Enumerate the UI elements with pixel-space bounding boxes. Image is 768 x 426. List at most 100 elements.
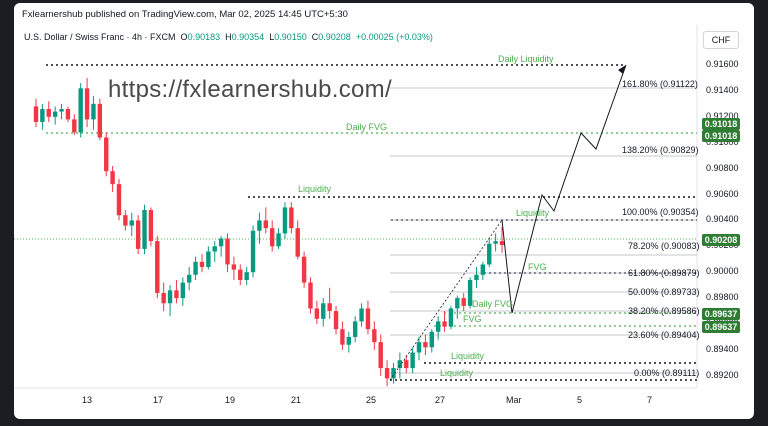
candlestick-plot[interactable]: [14, 3, 754, 419]
candle-body: [231, 264, 237, 270]
candle-body: [359, 308, 364, 322]
price-axis-label: 0.90600: [706, 188, 739, 199]
ohlc-close: 0.90208: [318, 32, 351, 42]
candle-body: [135, 220, 141, 249]
publisher-line: Fxlearnershub published on TradingView.c…: [22, 9, 348, 20]
candle-body: [461, 298, 466, 306]
candle-body: [404, 360, 409, 369]
candle-body: [193, 261, 198, 275]
projection-arrowhead: [618, 65, 626, 74]
time-axis-label: 13: [82, 395, 93, 405]
fib-label-23: 23.60% (0.89404): [628, 330, 700, 340]
time-axis-label: 17: [153, 395, 164, 405]
candle-body: [423, 342, 428, 348]
time-axis-label: Mar: [506, 395, 522, 405]
price-tag-current: 0.90208: [702, 234, 740, 246]
daily-fvg-lower-label: Daily FVG: [472, 299, 514, 309]
fib-label-138: 138.20% (0.90829): [622, 145, 699, 155]
candle-body: [276, 233, 281, 247]
candle-body: [487, 243, 492, 265]
time-axis-label: 21: [291, 395, 302, 405]
candle-body: [40, 109, 45, 122]
daily-fvg-label: Daily FVG: [346, 122, 388, 132]
candle-body: [474, 274, 479, 280]
price-axis-label: 0.89200: [706, 369, 739, 380]
price-axis-label: 0.90400: [706, 214, 739, 225]
symbol-info: U.S. Dollar / Swiss Franc · 4h · FXCM O0…: [24, 32, 433, 42]
liquidity-right-label: Liquidity: [516, 208, 550, 218]
candle-body: [174, 290, 179, 299]
candle-body: [384, 368, 390, 379]
price-axis-label: 0.91600: [706, 59, 739, 69]
candle-body: [161, 292, 166, 304]
candle-body: [410, 352, 415, 369]
ohlc-high: 0.90354: [231, 32, 265, 42]
candle-body: [148, 210, 154, 242]
price-change: +0.00025 (+0.03%): [355, 32, 433, 42]
symbol-name: U.S. Dollar / Swiss Franc · 4h · FXCM: [24, 32, 176, 42]
fib-trend-line: [389, 219, 503, 381]
candle-body: [295, 228, 300, 257]
projection-path: [501, 64, 627, 314]
candle-body: [340, 329, 345, 345]
price-axis-label: 0.91400: [706, 84, 739, 95]
candle-body: [480, 264, 486, 275]
candle-body: [244, 272, 249, 280]
daily-liquidity-label: Daily Liquidity: [498, 54, 554, 64]
candle-body: [455, 298, 460, 309]
candle-body: [352, 321, 358, 337]
price-axis-label: 0.89400: [706, 343, 739, 354]
candle-body: [308, 282, 313, 309]
candle-body: [435, 321, 441, 332]
candle-body: [333, 311, 339, 330]
fib-label-50: 50.00% (0.89733): [628, 287, 700, 297]
candle-body: [397, 360, 403, 369]
candle-body: [225, 238, 230, 265]
watermark-url: https://fxlearnershub.com/: [108, 76, 392, 103]
ohlc-low-label: L: [269, 32, 275, 42]
candle-body: [365, 308, 371, 330]
candle-body: [129, 220, 134, 226]
price-axis-label: 0.90800: [706, 162, 739, 173]
currency-button[interactable]: CHF: [703, 31, 739, 49]
price-tag-lower-a: 0.89637: [702, 308, 740, 320]
fvg-lower-label: FVG: [463, 314, 482, 324]
candle-body: [301, 256, 307, 283]
candle-body: [110, 171, 115, 185]
liquidity-lower2-label: Liquidity: [440, 368, 474, 378]
candle-body: [442, 321, 447, 327]
candle-body: [250, 230, 256, 273]
candle-body: [187, 274, 192, 283]
candle-body: [429, 331, 434, 348]
candle-body: [321, 303, 326, 319]
price-axis-label: 0.91200: [706, 110, 739, 121]
candle-body: [97, 103, 103, 138]
candle-body: [346, 336, 351, 345]
price-tag-lower-b: 0.89637: [702, 321, 740, 333]
time-axis-label: 19: [225, 395, 236, 405]
candle-body: [327, 303, 332, 312]
candle-body: [78, 88, 83, 133]
ohlc-open-label: O: [180, 32, 188, 42]
candle-body: [116, 184, 122, 216]
candle-body: [257, 220, 262, 231]
candle-body: [84, 88, 90, 120]
fib-label-78: 78.20% (0.90083): [628, 241, 700, 251]
ohlc-close-label: C: [311, 32, 319, 42]
price-tag-upper-a: 0.91018: [702, 118, 740, 130]
candle-body: [314, 308, 320, 319]
fib-label-161: 161.80% (0.91122): [622, 79, 698, 89]
ohlc-open: 0.90183: [187, 32, 221, 42]
ohlc-low: 0.90150: [274, 32, 307, 42]
liquidity-lower1-label: Liquidity: [451, 351, 485, 361]
candle-body: [493, 241, 498, 244]
fvg-right-label: FVG: [528, 262, 547, 272]
candle-body: [218, 238, 224, 247]
time-axis-label: 5: [577, 395, 583, 405]
liquidity-left-label: Liquidity: [298, 184, 332, 194]
candle-body: [212, 246, 217, 252]
ohlc-high-label: H: [225, 32, 232, 42]
candle-body: [391, 368, 396, 379]
fib-label-38: 38.20% (0.89586): [628, 306, 700, 316]
time-axis-label: 25: [366, 395, 377, 405]
